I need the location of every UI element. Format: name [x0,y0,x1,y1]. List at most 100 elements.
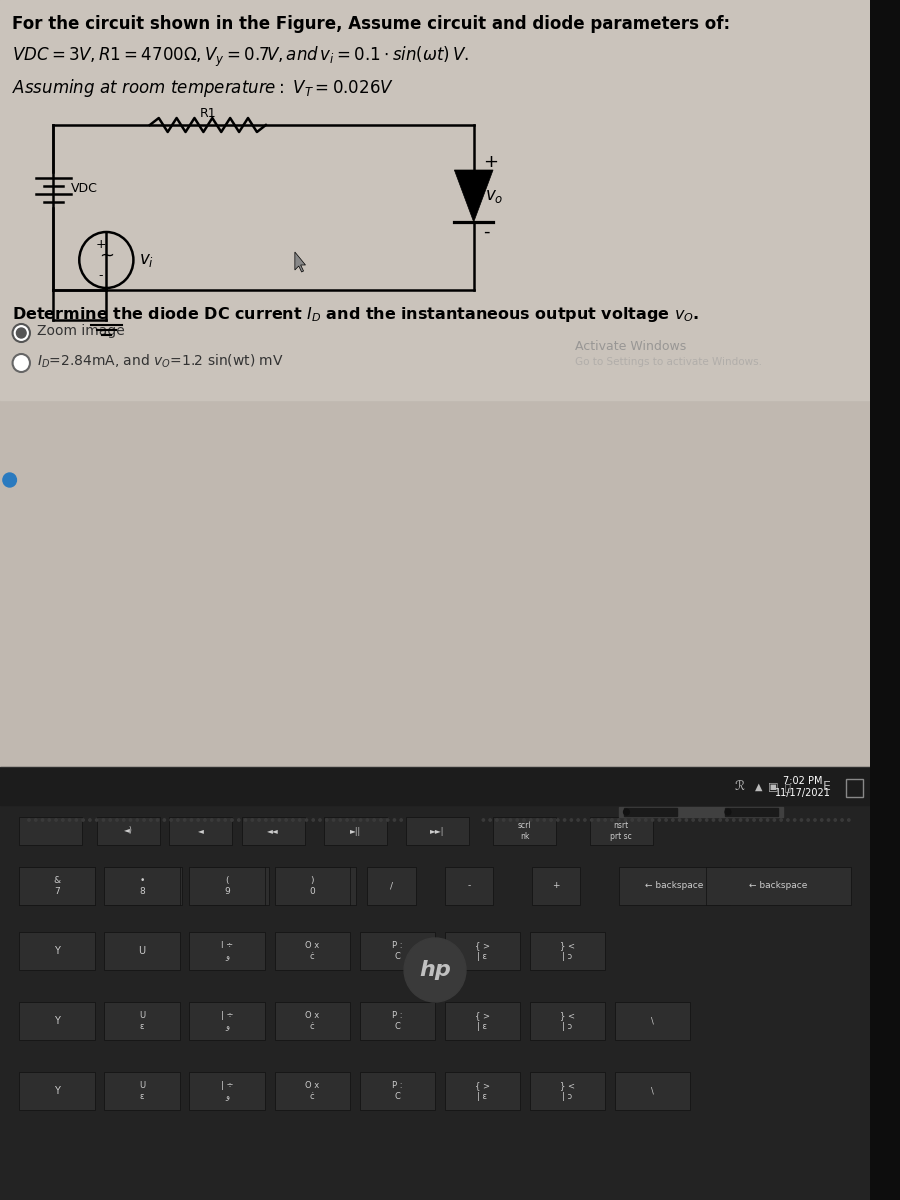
Bar [101,0,103,770]
Bar [116,0,118,770]
Bar [855,0,857,770]
Polygon shape [454,170,493,222]
Text: )
0: ) 0 [315,876,321,895]
Bar [770,0,771,770]
Bar [108,0,110,770]
Bar [456,0,458,770]
Text: ▣: ▣ [768,782,778,792]
Bar [406,817,469,845]
Bar [491,0,493,770]
Circle shape [604,818,607,821]
Bar [8,0,10,770]
Bar [785,0,787,770]
Text: &
7: & 7 [53,876,60,895]
Bar [418,0,419,770]
Bar [328,0,330,770]
Bar [194,0,195,770]
Bar [19,0,22,770]
Bar [846,779,863,797]
Bar [487,0,490,770]
Bar [35,0,37,770]
Bar [325,0,327,770]
Circle shape [834,818,836,821]
Bar [696,0,698,770]
Text: /: / [390,882,393,890]
Bar [375,0,377,770]
Bar [445,1072,520,1110]
Text: (
9: ( 9 [224,876,230,895]
Bar [321,0,323,770]
Bar [86,0,87,770]
Text: ▲: ▲ [755,782,762,792]
Bar [700,0,702,770]
Text: } <
| ɔ: } < | ɔ [560,941,575,961]
Circle shape [170,818,172,821]
Bar [626,0,628,770]
Text: P :
C: P : C [392,941,402,961]
Bar [256,0,257,770]
Bar [274,866,350,905]
Bar [19,817,82,845]
Bar [534,0,535,770]
Text: +: + [552,882,560,890]
Bar [472,0,473,770]
Bar [96,817,159,845]
Circle shape [685,818,688,821]
Circle shape [55,818,58,821]
Circle shape [366,818,368,821]
Bar [185,0,187,770]
Bar [437,0,439,770]
Circle shape [163,818,166,821]
Bar [302,0,303,770]
Bar [530,932,605,970]
Bar [50,0,52,770]
Text: O x
ċ: O x ċ [305,1012,320,1031]
Circle shape [149,818,152,821]
Bar [239,0,242,770]
Bar [754,0,756,770]
Text: Go to Settings to activate Windows.: Go to Settings to activate Windows. [575,358,762,367]
Bar [143,0,145,770]
Circle shape [652,818,653,821]
Text: { >
| ɛ: { > | ɛ [475,1012,490,1031]
Bar [209,0,211,770]
Bar [382,0,385,770]
Text: •
8: • 8 [140,876,145,895]
Circle shape [563,818,566,821]
Bar [104,1002,180,1040]
Circle shape [386,818,389,821]
Bar [685,0,687,770]
Circle shape [312,818,314,821]
Circle shape [800,818,803,821]
Bar [135,0,138,770]
Bar [281,866,356,905]
Bar [808,0,810,770]
Bar [758,0,760,770]
Bar [499,0,500,770]
Circle shape [136,818,139,821]
Bar [421,0,423,770]
Bar [317,0,319,770]
Bar [723,0,725,770]
Bar [19,866,94,905]
Bar [31,0,33,770]
Bar [576,0,578,770]
Text: U: U [139,946,146,956]
Bar [62,0,64,770]
Circle shape [373,818,375,821]
Circle shape [848,818,850,821]
Bar [657,0,660,770]
Text: U
ε: U ε [139,1012,145,1031]
Bar [778,0,779,770]
Bar [712,0,714,770]
Bar [510,0,512,770]
Bar [259,0,261,770]
Circle shape [698,818,701,821]
Text: \: \ [651,1086,654,1096]
Bar [19,1002,94,1040]
Circle shape [319,818,321,821]
Circle shape [95,818,98,821]
Bar [800,0,803,770]
Circle shape [41,818,44,821]
Bar [590,817,652,845]
